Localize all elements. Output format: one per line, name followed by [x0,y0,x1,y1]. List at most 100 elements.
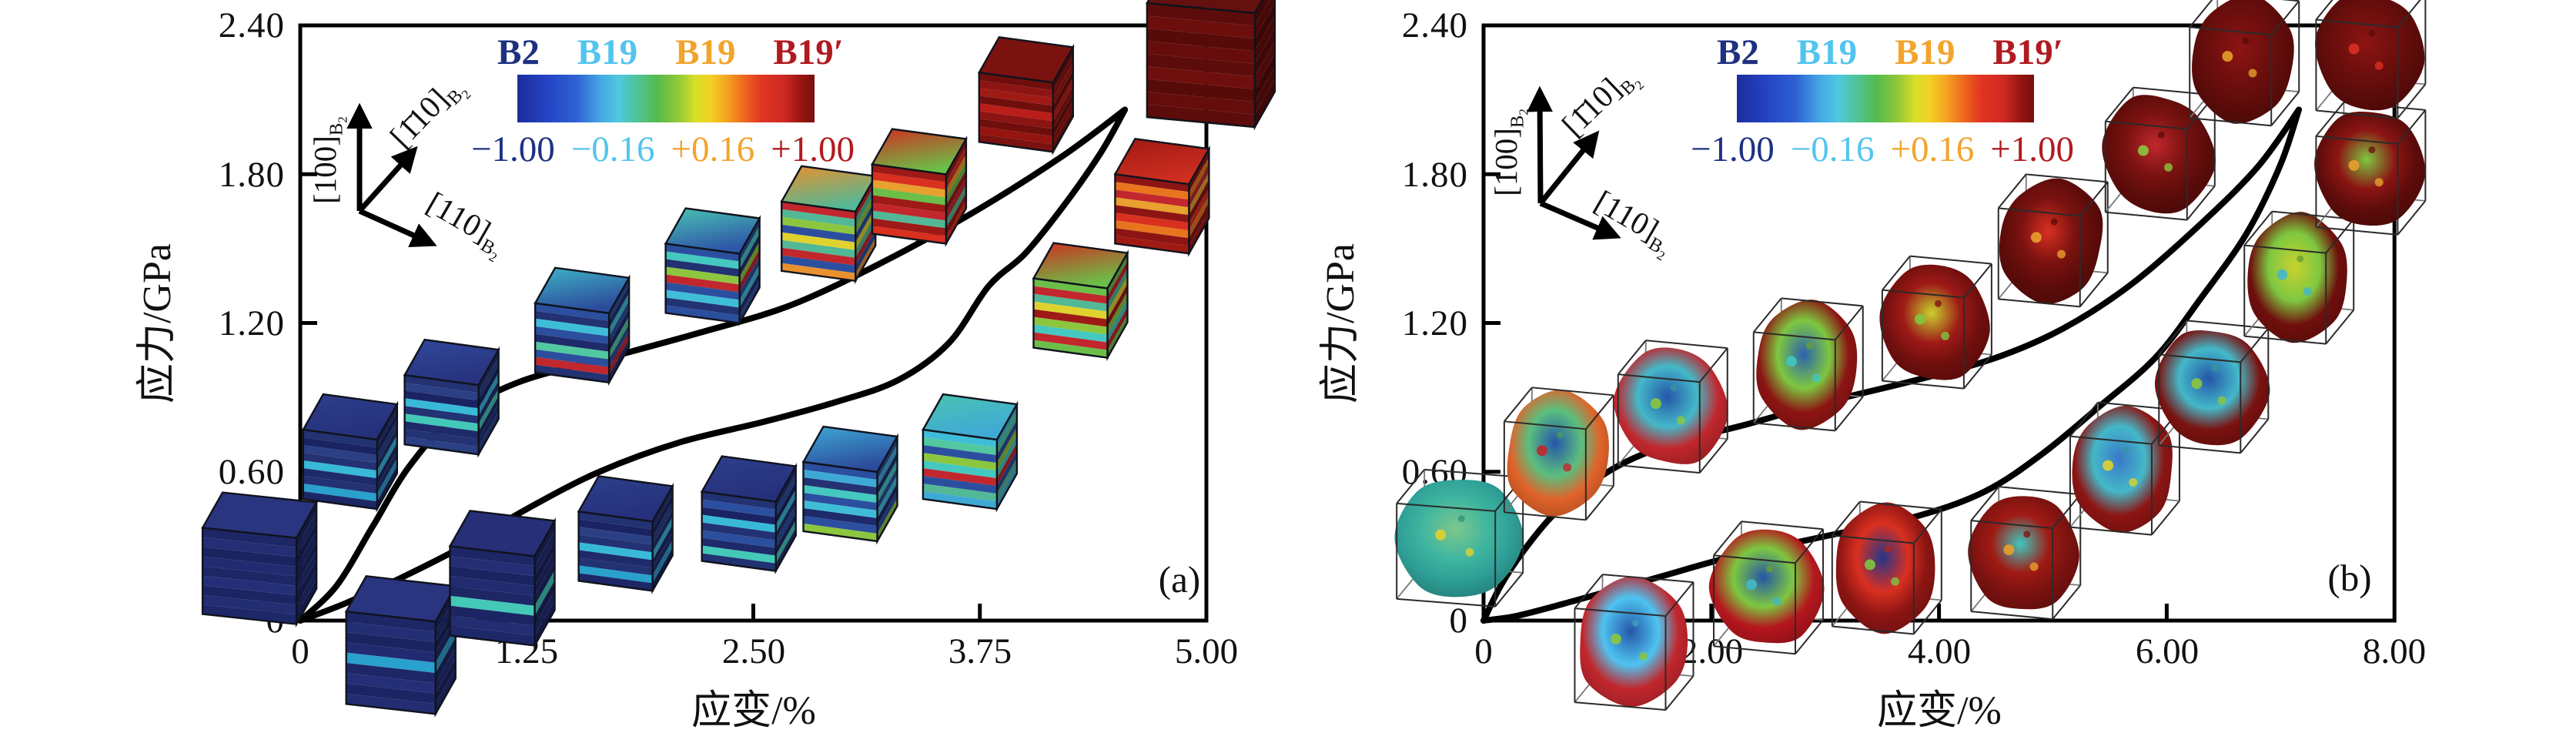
y-tick-label: 1.80 [1401,155,1468,195]
microstructure-snapshot [2102,86,2216,221]
microstructure-snapshot [2154,320,2270,454]
stress-strain-curve-unloading [297,106,1129,624]
phase-blob [1708,529,1825,644]
microstructure-snapshot [1032,242,1129,362]
panel-label-a: (a) [1158,558,1201,601]
microstructure-snapshot [1574,574,1694,711]
microstructure-snapshot [1113,138,1211,257]
phase-label-b2: B2 [1717,32,1759,72]
colorbar-values-b: −1.00 −0.16 +0.16 +1.00 [1691,129,2074,169]
cube-front-face [978,71,1055,153]
cube-front-face [534,302,611,384]
microstructure-snapshot [534,266,631,387]
x-tick-label: 0 [291,631,309,671]
microstructure-snapshot [1614,340,1728,474]
microstructure-snapshot [1503,387,1614,521]
microstructure-snapshot [1145,0,1276,131]
x-tick-label: 5.00 [1174,631,1239,671]
phase-label-b19c: B19 [1796,32,1858,72]
phase-blob [2247,212,2347,343]
colorbar-value: −1.00 [1691,129,1775,169]
x-tick-label: 6.00 [2135,631,2200,671]
crystal-axes-triad-b [1527,85,1621,240]
colorbar-value: +1.00 [1990,129,2074,169]
microstructure-snapshot [2243,210,2355,345]
stress-strain-curve-loading [297,106,1129,624]
y-tick-label: 0.60 [218,452,285,492]
cube-front-face [302,428,378,510]
x-tick-label: 2.00 [1679,631,1744,671]
microstructure-snapshot [700,455,798,575]
colorbar-value: +0.16 [1890,129,1975,169]
microstructure-snapshot [1831,500,1942,635]
phase-blob [1614,347,1728,464]
axis-arrow-1bar10 [357,146,418,213]
phase-label-b2: B2 [497,32,540,72]
colorbar-value: −1.00 [471,129,555,169]
microstructure-snapshot [870,128,968,248]
x-tick-label: 2.50 [721,631,786,671]
colorbar-value: +1.00 [771,129,855,169]
cube-front-face [345,610,437,715]
x-tick-label: 8.00 [2362,631,2427,671]
microstructure-snapshot [1752,297,1864,432]
cube-front-face [1146,2,1256,129]
axis-arrow-110 [1539,200,1621,240]
microstructure-snapshot [2189,0,2300,127]
phase-label-b19p: B19′ [773,32,844,72]
x-axis-title: 应变/% [1877,689,2002,733]
colorbar-b [1737,75,2034,122]
cube-front-face [802,460,878,543]
microstructure-snapshot [2315,0,2427,119]
microstructure-snapshot [2314,101,2427,236]
microstructure-snapshot [921,393,1019,513]
panel-label-b: (b) [2327,557,2372,599]
colorbar-a [517,75,815,122]
microstructure-snapshot [403,338,500,458]
cube-front-face [449,545,536,647]
phase-blob [2072,405,2173,533]
phase-blob [1835,502,1935,634]
phase-label-b19o: B19 [675,32,736,72]
y-tick-label: 1.80 [218,155,285,195]
microstructure-snapshot [801,425,899,545]
microstructure-snapshot [977,36,1075,156]
cube-front-face [577,510,654,592]
y-tick-label: 1.20 [218,303,285,343]
phase-blob [1968,496,2079,610]
microstructure-snapshot [1997,173,2109,308]
y-tick-label: 2.40 [1401,5,1468,45]
cube-front-face [1032,277,1109,359]
cube-front-face [664,243,741,324]
microstructure-snapshot [664,207,761,327]
microstructure-snapshot [1708,520,1825,655]
phase-blob [1394,480,1524,597]
colorbar-value: +0.16 [671,129,755,169]
x-tick-label: 0 [1474,631,1493,671]
x-tick-label: 3.75 [948,631,1012,671]
x-tick-label: 4.00 [1907,631,1972,671]
phase-blob [1756,300,1858,430]
phase-blob [2192,0,2294,124]
phase-legend-b: B2 B19 B19 B19′ [1717,32,2063,72]
microstructure-snapshot [1968,486,2082,621]
crystal-axes-triad-a [346,102,437,247]
panel-b-plot [1394,0,2427,711]
cube-front-face [922,428,999,510]
phase-blob [1507,390,1609,517]
cube-front-face [781,200,857,283]
cube-front-face [871,163,948,245]
microstructure-snapshot [577,475,674,594]
microstructure-snapshot [1394,468,1524,607]
phase-label-b19c: B19 [577,32,638,72]
y-tick-label: 1.20 [1401,303,1468,343]
phase-legend-a: B2 B19 B19 B19′ [497,32,844,72]
phase-label-b19p: B19′ [1992,32,2063,72]
microstructure-snapshot [780,165,878,285]
microstructure-snapshot [448,510,557,649]
microstructure-snapshot [2069,401,2180,536]
phase-blob [2315,0,2425,111]
colorbar-value: −0.16 [1790,129,1875,169]
microstructure-snapshot [201,491,319,628]
